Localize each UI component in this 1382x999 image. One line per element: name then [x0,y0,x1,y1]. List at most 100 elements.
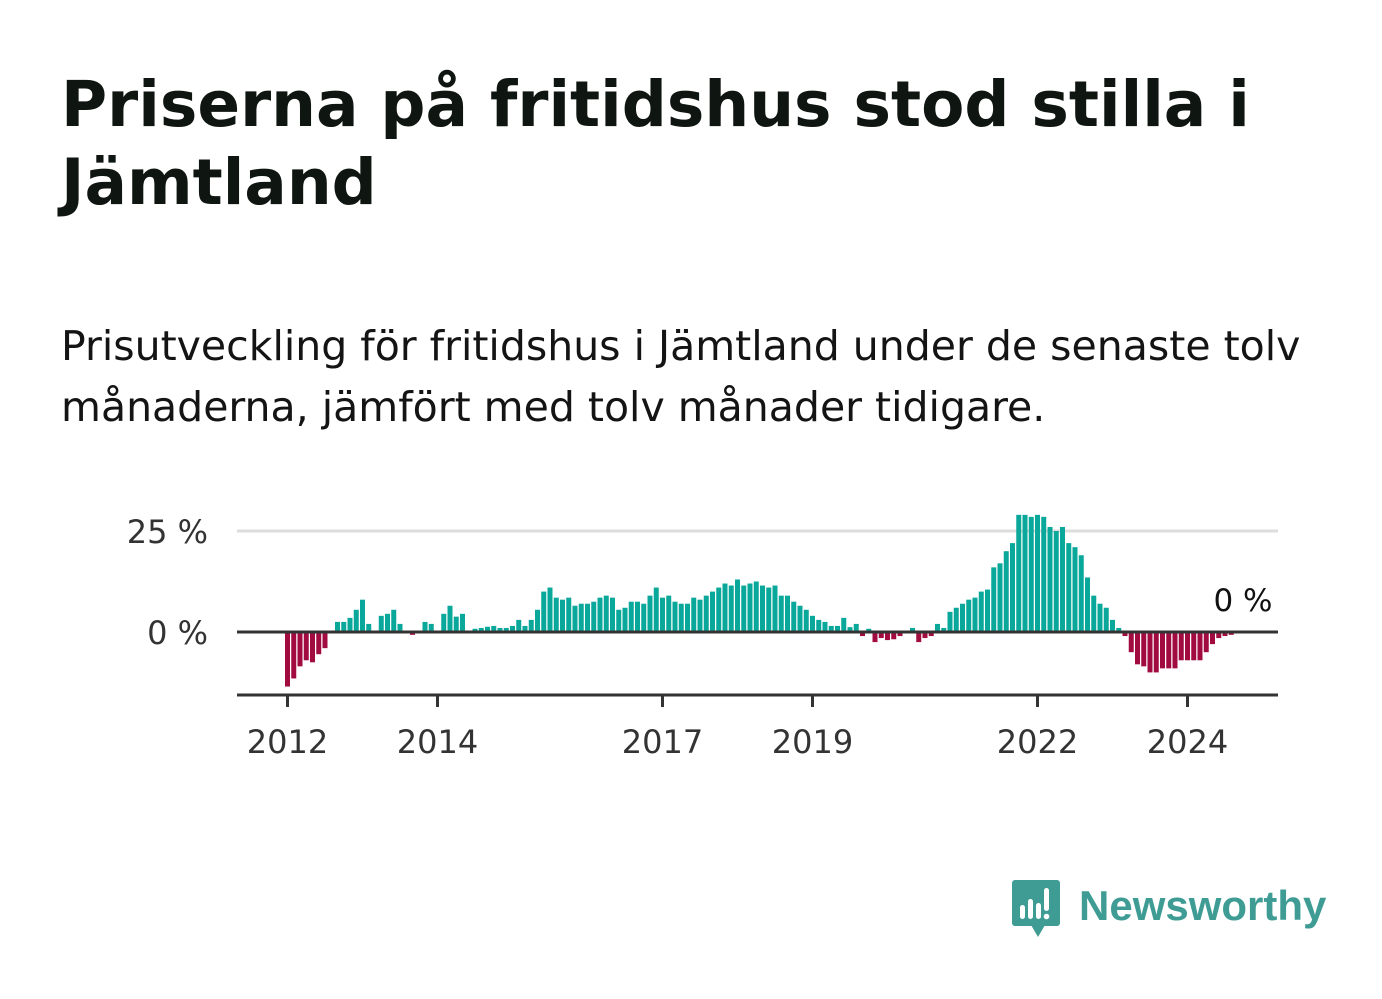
bar [622,607,628,632]
y-tick-label: 0 % [147,614,208,652]
bar [897,632,903,637]
bar [753,581,759,632]
bar [303,632,309,661]
bar [560,599,565,632]
bar [397,623,403,632]
bar [647,595,653,632]
x-tick-label: 2014 [397,723,478,761]
bar [703,595,709,632]
bar [1003,551,1009,632]
bar [641,603,647,632]
bar [741,585,747,632]
newsworthy-logo: Newsworthy [1011,879,1331,941]
bar [1122,632,1128,637]
bar [578,603,584,632]
bar [591,601,597,632]
bar [1166,632,1172,669]
bar [347,617,353,632]
bar [941,627,947,632]
bar [1010,543,1015,632]
bar [1135,632,1140,665]
bar [1022,514,1028,632]
newsworthy-logo-icon [1012,880,1060,937]
chart-title: Priserna på fritidshus stod stilla i Jäm… [61,68,1250,219]
bar [910,627,915,632]
bar [916,632,922,643]
bar [378,615,384,632]
bar [822,621,828,632]
bar [791,601,797,632]
bar [1172,632,1178,669]
bar [1047,526,1053,632]
bar [803,609,809,632]
x-tick-label: 2017 [622,723,703,761]
bar [1072,547,1078,632]
bar [316,632,322,655]
bar [391,609,397,632]
bar [1116,627,1122,632]
bar [1066,543,1072,632]
y-tick-label: 25 % [127,513,208,551]
bar [710,591,715,632]
bar [353,609,359,632]
bar [728,585,734,632]
x-tick-label: 2024 [1147,723,1228,761]
bar [697,599,703,632]
bar [797,605,803,632]
bar [1091,595,1097,632]
bar [1197,632,1203,661]
bar [1147,632,1153,673]
bar [785,595,790,632]
bar [1160,632,1165,669]
bar [460,613,465,632]
bar [1053,531,1059,632]
bar [522,625,528,632]
bar [835,625,840,632]
last-value-label: 0 % [1213,583,1272,619]
bar [428,623,434,632]
bar [478,627,484,632]
bar [1203,632,1209,653]
bar [1097,603,1103,632]
bar [610,597,615,632]
bar [535,609,540,632]
bar [585,603,590,632]
bar [985,589,990,632]
bar [678,603,684,632]
bar [1185,632,1190,661]
bar [1028,516,1034,632]
bar [616,609,622,632]
bar [935,623,940,632]
bar [722,583,728,632]
bars [285,514,1234,687]
bar [503,627,509,632]
bar [860,632,865,637]
bar [285,632,290,687]
bar [691,597,697,632]
bar [666,595,672,632]
bar [603,595,609,632]
bar [735,579,740,632]
bar [597,597,603,632]
x-tick-label: 2019 [772,723,853,761]
bar [453,616,459,632]
bar [828,625,834,632]
bar [816,619,822,632]
bar [872,632,878,643]
bar [1141,632,1147,667]
bar [991,567,997,632]
bar [760,585,765,632]
bar [528,619,534,632]
bar [922,632,928,639]
bar [310,632,315,663]
bar [1041,516,1047,632]
bar [891,632,897,640]
bar [953,607,959,632]
bar [572,605,578,632]
bar [685,603,690,632]
bar [635,601,640,632]
x-tick-label: 2022 [997,723,1078,761]
bar [472,628,478,632]
bar [1035,514,1040,632]
bar [928,632,934,637]
